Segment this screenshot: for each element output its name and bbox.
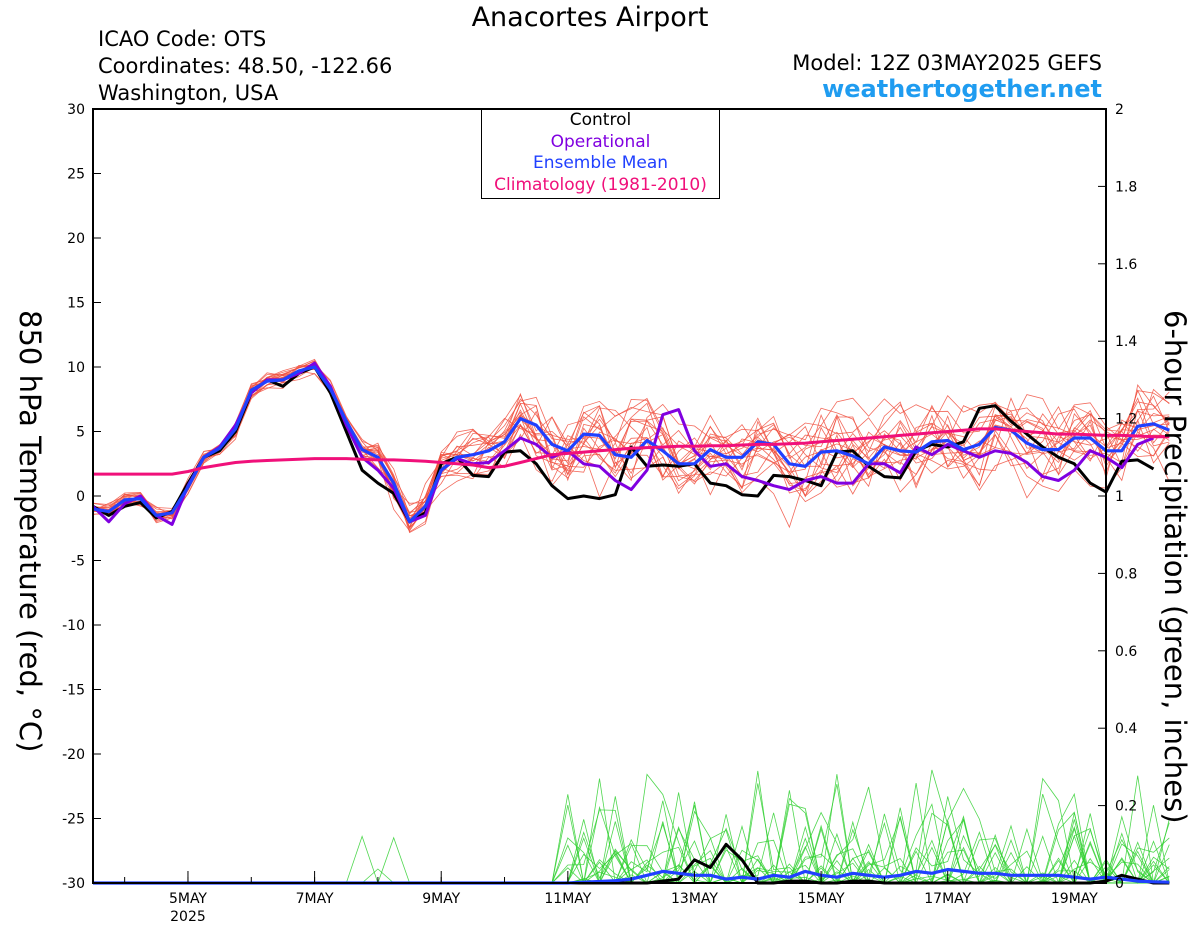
model-run: Model: 12Z 03MAY2025 GEFS [792, 51, 1102, 75]
ensemble-member-temp-line [92, 366, 1170, 531]
x-tick-label: 19MAY [1051, 891, 1098, 907]
y-tick-label-left: 15 [67, 296, 85, 312]
ensemble-member-temp-line [92, 360, 1170, 534]
y-tick-label-right: 1.2 [1115, 412, 1137, 428]
x-tick-label: 17MAY [924, 891, 971, 907]
x-tick-label: 13MAY [671, 891, 718, 907]
y-tick-label-left: -25 [62, 812, 85, 828]
x-tick-label: 5MAY [169, 891, 207, 907]
legend-mean: Ensemble Mean [532, 153, 669, 173]
ensemble-member-precip-line [93, 783, 1170, 885]
y-tick-label-left: 20 [67, 231, 85, 247]
ensemble-member-precip-line [93, 769, 1170, 884]
legend-control: Control [569, 110, 632, 130]
chart-title: Anacortes Airport [471, 2, 709, 33]
site-link[interactable]: weathertogether.net [822, 75, 1102, 103]
x-tick-sublabel: 2025 [170, 909, 206, 925]
y-tick-label-right: 0.4 [1115, 721, 1137, 737]
y-tick-label-right: 0.6 [1115, 644, 1137, 660]
y-tick-label-right: 2 [1115, 102, 1124, 118]
y-tick-label-left: 30 [67, 102, 85, 118]
y-tick-label-left: -20 [62, 747, 85, 763]
icao-code: ICAO Code: OTS [98, 27, 267, 51]
y-tick-label-right: 0.8 [1115, 566, 1137, 582]
y-tick-label-right: 1.6 [1115, 257, 1137, 273]
legend-climatology: Climatology (1981-2010) [494, 174, 707, 195]
y-tick-label-right: 0 [1115, 876, 1124, 892]
x-tick-label: 7MAY [296, 891, 334, 907]
ensemble-member-temp-line [92, 364, 1170, 516]
y-tick-label-left: 5 [76, 425, 85, 441]
y-tick-label-right: 1.4 [1115, 334, 1137, 350]
ensemble-member-temp-line [92, 360, 1170, 529]
y-tick-label-right: 1.8 [1115, 179, 1137, 195]
y-tick-label-left: 0 [76, 489, 85, 505]
x-tick-label: 9MAY [422, 891, 460, 907]
location: Washington, USA [98, 81, 279, 105]
x-tick-label: 11MAY [544, 891, 591, 907]
legend-operational: Operational [550, 131, 651, 152]
ensemble-member-precip-line [93, 783, 1170, 885]
y-tick-label-left: -10 [62, 618, 85, 634]
y-axis-label-right: 6-hour Precipitation (green, inches) [1158, 310, 1192, 824]
y-tick-label-left: -5 [71, 554, 85, 570]
y-tick-label-left: 10 [67, 360, 85, 376]
y-tick-label-right: 1 [1115, 489, 1124, 505]
y-tick-label-left: 25 [67, 167, 85, 183]
climatology-1981-2010-temp-line [93, 427, 1170, 476]
y-tick-label-left: -15 [62, 683, 85, 699]
coordinates: Coordinates: 48.50, -122.66 [98, 54, 393, 78]
ensemble-mean-temp-line [92, 365, 1170, 524]
legend: Control Operational Ensemble Mean Climat… [481, 109, 720, 199]
x-tick-label: 15MAY [798, 891, 845, 907]
y-axis-label-left: 850 hPa Temperature (red, °C) [13, 310, 47, 753]
y-tick-label-left: -30 [62, 876, 85, 892]
y-tick-label-right: 0.2 [1115, 799, 1137, 815]
